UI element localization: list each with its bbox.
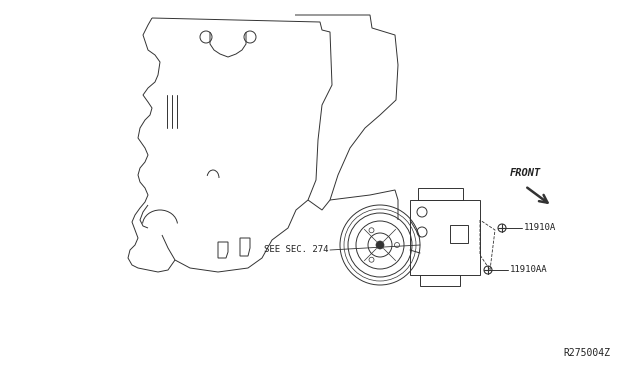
Text: 11910AA: 11910AA bbox=[510, 266, 548, 275]
Text: SEE SEC. 274: SEE SEC. 274 bbox=[264, 246, 328, 254]
Text: 11910A: 11910A bbox=[524, 224, 556, 232]
Bar bbox=[420, 275, 460, 286]
Bar bbox=[410, 200, 480, 275]
Circle shape bbox=[376, 241, 384, 249]
Text: FRONT: FRONT bbox=[510, 168, 541, 178]
Bar bbox=[450, 225, 468, 243]
Text: R275004Z: R275004Z bbox=[563, 348, 610, 358]
Bar bbox=[418, 188, 463, 200]
